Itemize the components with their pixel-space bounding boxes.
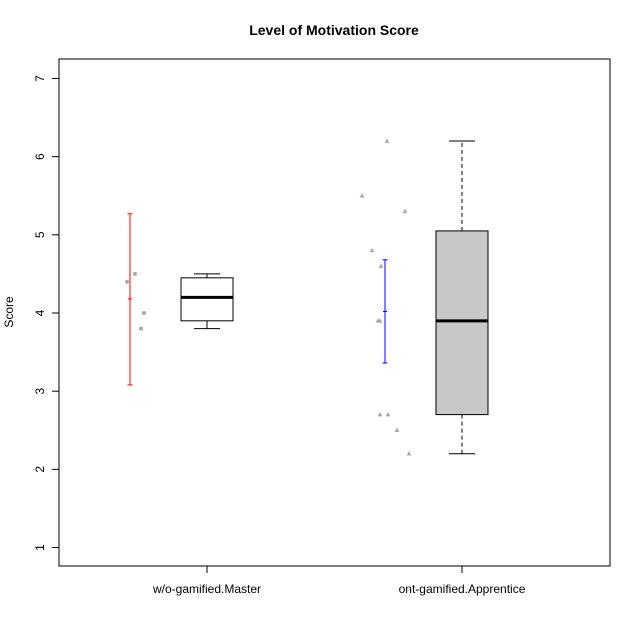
data-point: [125, 279, 129, 284]
y-tick-label: 2: [33, 466, 47, 473]
data-point: [133, 271, 137, 276]
data-point: [377, 318, 383, 323]
x-tick-label: ont-gamified.Apprentice: [399, 582, 526, 596]
data-point: [142, 311, 146, 315]
data-point: [369, 247, 375, 253]
chart-title: Level of Motivation Score: [249, 22, 419, 38]
y-axis-label: Score: [2, 296, 16, 328]
y-tick-label: 4: [33, 309, 47, 316]
box-iqr: [435, 230, 489, 416]
plot-frame: [58, 58, 611, 567]
y-tick-label: 7: [33, 75, 47, 82]
data-point: [406, 451, 412, 456]
y-tick-label: 6: [33, 153, 47, 160]
data-point: [139, 326, 143, 331]
x-axis: w/o-gamified.Master ont-gamified.Apprenti…: [152, 565, 526, 596]
box-iqr: [180, 277, 234, 322]
y-tick-label: 3: [33, 388, 47, 395]
data-point: [402, 208, 408, 214]
data-point: [394, 427, 400, 433]
data-point: [377, 412, 383, 417]
y-axis: 1 2 3 4 5 6 7: [33, 75, 60, 551]
x-tick-label: w/o-gamified.Master: [152, 582, 261, 596]
data-point: [385, 412, 391, 417]
y-tick-label: 1: [33, 544, 47, 551]
data-point: [359, 193, 365, 198]
chart-marks: [125, 138, 489, 456]
data-point: [384, 138, 390, 143]
data-point: [378, 263, 384, 268]
y-tick-label: 5: [33, 231, 47, 238]
